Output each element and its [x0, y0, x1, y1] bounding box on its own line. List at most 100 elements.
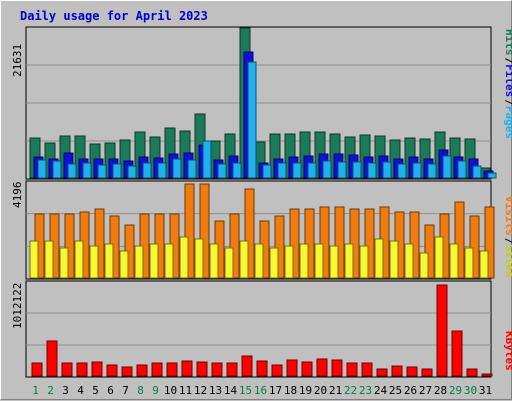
visits-bar-day-17 [274, 215, 285, 279]
visits-sites-panel [25, 180, 495, 280]
sites-bar-day-22 [344, 243, 354, 279]
kbytes-bar-day-8 [136, 364, 148, 377]
visits-bar-day-11 [184, 183, 195, 279]
day-label-18: 18 [284, 384, 297, 397]
sites-bar-day-23 [359, 245, 369, 279]
kbytes-bar-day-14 [226, 362, 238, 377]
pages-bar-day-15 [247, 61, 257, 179]
sites-bar-day-19 [299, 243, 309, 279]
kbytes-bar-day-5 [91, 361, 103, 377]
day-axis-labels: 1 2 3 4 5 6 7 8 9 10 11 12 13 14 15 16 17 18 19 20 21 22 23 24 2… [32, 384, 492, 397]
pages-bar-day-18 [292, 162, 302, 179]
pages-bar-day-5 [97, 164, 107, 179]
visits-panel-max-label: 4196 [11, 182, 24, 209]
day-label-9: 9 [152, 384, 159, 397]
kbytes-bar-day-21 [331, 359, 343, 377]
kbytes-bar-day-30 [466, 368, 478, 377]
chart-title: Daily usage for April 2023 [20, 9, 208, 23]
pages-bar-day-26 [412, 162, 422, 179]
pages-bar-day-21 [337, 161, 347, 179]
kbytes-bar-day-16 [256, 360, 268, 377]
sites-bar-day-2 [44, 240, 54, 279]
sites-bar-day-30 [464, 247, 474, 279]
kbytes-bar-day-22 [346, 362, 358, 377]
pages-bar-day-3 [67, 163, 77, 179]
day-label-25: 25 [389, 384, 402, 397]
sites-bar-day-13 [209, 243, 219, 279]
sites-bar-day-29 [449, 243, 459, 279]
visits-bar-day-14 [229, 213, 240, 279]
kbytes-bar-day-17 [271, 364, 283, 377]
day-label-2: 2 [47, 384, 54, 397]
kbytes-bar-day-19 [301, 361, 313, 377]
day-label-30: 30 [464, 384, 477, 397]
hits-panel-legend: Hits/Files/Pages [503, 29, 512, 139]
kbytes-bar-day-31 [481, 373, 493, 377]
day-label-5: 5 [92, 384, 99, 397]
visits-bar-day-27 [424, 224, 435, 279]
pages-bar-day-8 [142, 162, 152, 179]
pages-bar-day-16 [262, 164, 272, 179]
pages-bar-day-28 [442, 155, 452, 179]
pages-bar-day-10 [172, 158, 182, 179]
visits-bar-day-29 [454, 201, 465, 279]
sites-bar-day-17 [269, 247, 279, 279]
sites-bar-day-21 [329, 245, 339, 279]
day-label-20: 20 [314, 384, 327, 397]
pages-bar-day-22 [352, 161, 362, 179]
pages-bar-day-27 [427, 163, 437, 179]
sites-bar-day-20 [314, 243, 324, 279]
day-label-6: 6 [107, 384, 114, 397]
visits-bar-day-23 [364, 208, 375, 279]
pages-bar-day-14 [232, 162, 242, 179]
day-label-29: 29 [449, 384, 462, 397]
day-label-1: 1 [32, 384, 39, 397]
pages-bar-day-4 [82, 162, 92, 179]
sites-bar-day-4 [74, 240, 84, 279]
sites-bar-day-16 [254, 243, 264, 279]
kbytes-bar-day-29 [451, 330, 463, 377]
visits-bar-day-12 [199, 183, 210, 279]
svg-text:Visits/Sites: Visits/Sites [503, 196, 512, 278]
pages-bar-day-29 [457, 160, 467, 179]
hits-files-pages-panel [25, 26, 497, 180]
day-label-16: 16 [254, 384, 267, 397]
day-label-31: 31 [479, 384, 492, 397]
visits-bar-day-30 [469, 215, 480, 279]
visits-bar-day-15 [244, 188, 255, 279]
visits-bar-day-21 [334, 206, 345, 279]
pages-bar-day-11 [187, 159, 197, 179]
svg-text:KBytes: KBytes [503, 331, 512, 371]
day-label-11: 11 [179, 384, 192, 397]
kbytes-bar-day-2 [46, 340, 58, 377]
kbytes-bar-day-15 [241, 355, 253, 377]
legend-kbytes: KBytes [503, 331, 512, 371]
kbytes-bar-day-12 [196, 361, 208, 377]
kbytes-bar-day-26 [406, 366, 418, 377]
day-label-17: 17 [269, 384, 282, 397]
day-label-8: 8 [137, 384, 144, 397]
kbytes-bar-day-25 [391, 365, 403, 377]
kbytes-panel [25, 280, 493, 378]
visits-bar-day-18 [289, 208, 300, 279]
sites-bar-day-26 [404, 243, 414, 279]
kbytes-bar-day-27 [421, 368, 433, 377]
legend-sites: Sites [503, 244, 512, 277]
day-label-15: 15 [239, 384, 252, 397]
pages-bar-day-6 [112, 163, 122, 179]
kbytes-bar-day-3 [61, 362, 73, 377]
sites-bar-day-6 [104, 243, 114, 279]
visits-bar-day-20 [319, 206, 330, 279]
sites-bar-day-27 [419, 252, 429, 279]
pages-bar-day-23 [367, 162, 377, 179]
pages-bar-day-30 [472, 165, 482, 179]
pages-bar-day-12 [202, 140, 212, 179]
day-label-19: 19 [299, 384, 312, 397]
day-label-13: 13 [209, 384, 222, 397]
sites-bar-day-11 [179, 236, 189, 279]
pages-bar-day-31 [487, 172, 497, 179]
day-label-7: 7 [122, 384, 129, 397]
kbytes-bar-day-9 [151, 362, 163, 377]
kbytes-bar-day-11 [181, 360, 193, 377]
